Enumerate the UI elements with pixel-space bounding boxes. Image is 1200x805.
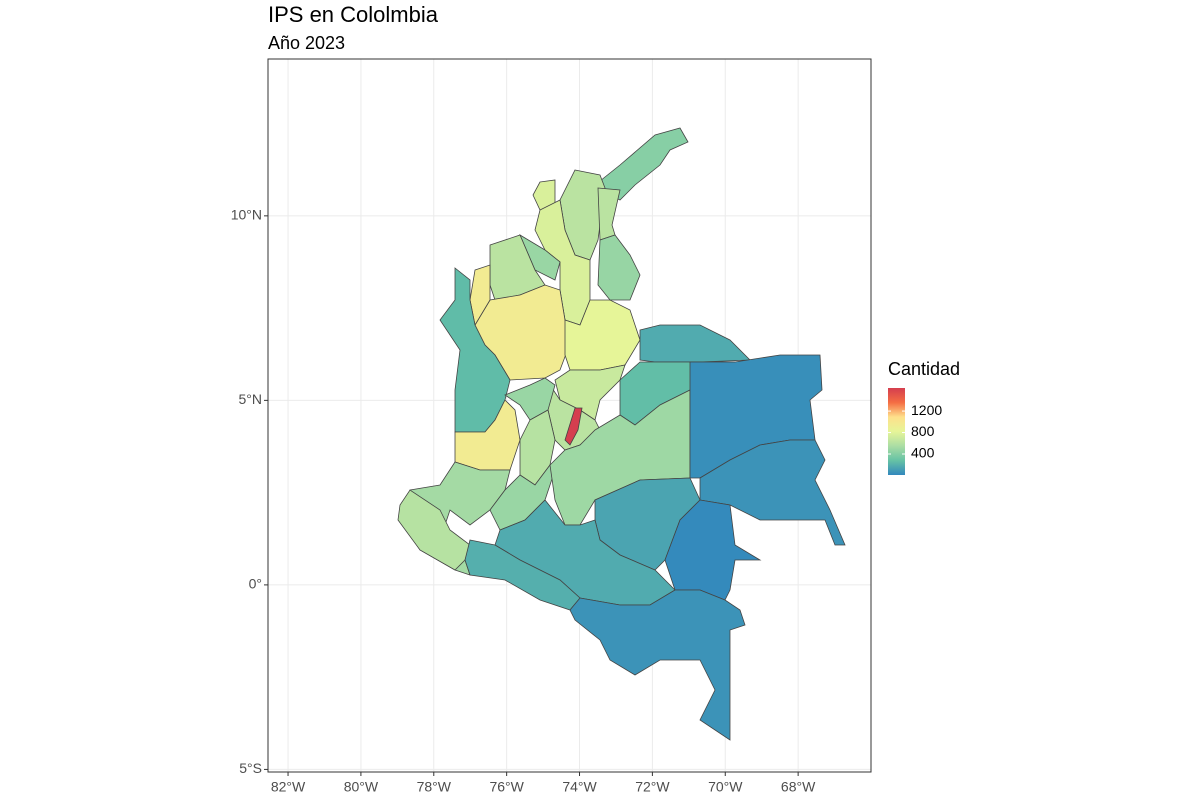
- department: [504, 377, 556, 421]
- chart-title: IPS en Cololmbia: [268, 2, 439, 27]
- legend-label: 400: [911, 445, 935, 461]
- y-tick-label: 5°S: [239, 760, 262, 776]
- department: [569, 589, 746, 741]
- x-tick-label: 70°W: [708, 779, 743, 795]
- department: [397, 489, 471, 571]
- x-tick-label: 68°W: [781, 779, 816, 795]
- department: [564, 407, 583, 446]
- department: [469, 264, 491, 327]
- legend-colorbar: [888, 388, 905, 475]
- department: [699, 439, 846, 546]
- x-tick-label: 76°W: [489, 779, 524, 795]
- department: [597, 234, 641, 301]
- panel-border: [267, 58, 872, 773]
- y-tick-label: 10°N: [231, 207, 262, 223]
- x-tick-label: 80°W: [344, 779, 379, 795]
- x-tick-label: 72°W: [635, 779, 670, 795]
- legend-title: Cantidad: [888, 359, 960, 379]
- legend-label: 1200: [911, 402, 942, 418]
- legend-label: 800: [911, 423, 935, 439]
- x-tick-label: 82°W: [271, 779, 306, 795]
- department: [597, 187, 621, 241]
- y-tick-label: 0°: [249, 576, 262, 592]
- y-tick-label: 5°N: [239, 391, 263, 407]
- chart-subtitle: Año 2023: [268, 33, 345, 53]
- x-tick-label: 74°W: [562, 779, 597, 795]
- x-tick-label: 78°W: [417, 779, 452, 795]
